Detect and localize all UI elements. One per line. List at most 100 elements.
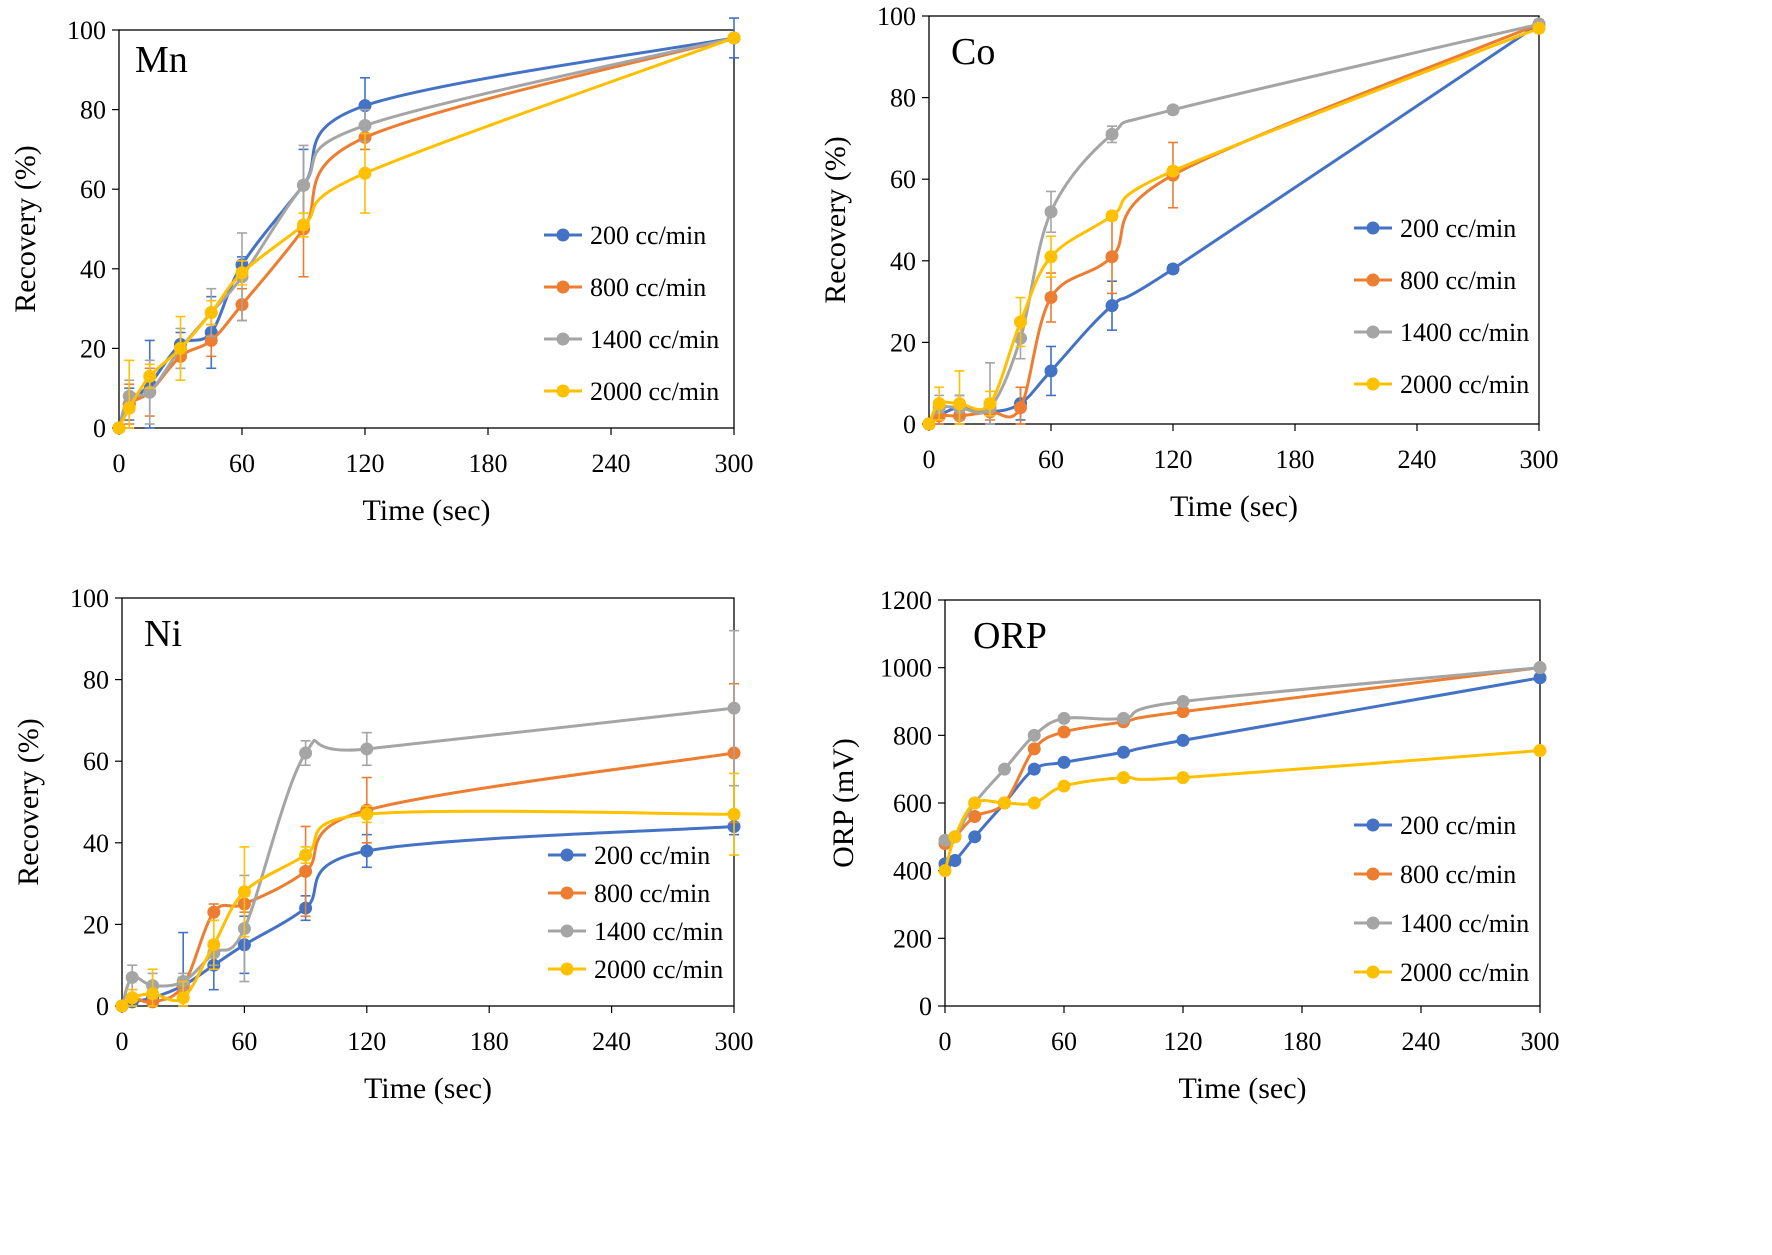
legend-marker	[556, 384, 570, 398]
data-point	[207, 905, 221, 919]
data-point	[360, 807, 374, 821]
data-point	[176, 991, 190, 1005]
data-point	[207, 938, 221, 952]
legend-label: 800 cc/min	[1400, 860, 1516, 889]
x-tick-label: 180	[469, 449, 508, 478]
data-point	[1057, 725, 1071, 739]
x-tick-label: 240	[1398, 445, 1437, 474]
x-tick-label: 240	[1402, 1027, 1441, 1056]
legend-entry: 200 cc/min	[1354, 214, 1516, 243]
x-tick-label: 0	[116, 1027, 129, 1056]
x-tick-label: 240	[592, 1027, 631, 1056]
data-point	[1533, 671, 1547, 685]
data-point	[968, 830, 982, 844]
x-tick-label: 180	[1276, 445, 1315, 474]
data-point	[1176, 695, 1190, 708]
data-point	[1117, 745, 1130, 759]
legend-marker	[1366, 916, 1380, 930]
data-point	[1176, 705, 1190, 719]
y-tick-label: 20	[890, 328, 916, 357]
data-point	[1044, 291, 1058, 305]
data-point	[358, 166, 372, 180]
data-point	[1176, 733, 1190, 747]
legend-label: 800 cc/min	[1400, 266, 1516, 295]
chart-panel-co: 0 60 120 180 240 300 0 20 40 60 80 100 Time (sec) Rec…	[819, 2, 1559, 523]
panel-title: Ni	[144, 613, 182, 655]
data-point	[968, 810, 982, 824]
x-tick-label: 60	[231, 1027, 257, 1056]
data-point	[360, 844, 374, 858]
data-point	[115, 999, 129, 1013]
x-tick-label: 240	[592, 449, 631, 478]
data-point	[1057, 779, 1071, 793]
legend-label: 800 cc/min	[590, 273, 706, 302]
data-point	[1044, 250, 1058, 264]
y-tick-label: 40	[890, 247, 916, 276]
legend-marker	[560, 962, 574, 976]
legend-label: 1400 cc/min	[1400, 318, 1529, 347]
data-point	[998, 762, 1011, 776]
legend-entry: 800 cc/min	[544, 273, 706, 302]
y-tick-label: 40	[80, 255, 106, 284]
data-point	[143, 369, 157, 383]
data-point	[112, 421, 126, 435]
legend-marker	[1366, 325, 1380, 339]
chart-panel-orp: 0 60 120 180 240 300 0 200 400 600 800 1000 1200 Time…	[827, 586, 1560, 1105]
data-point	[125, 970, 139, 984]
data-point	[953, 397, 966, 411]
data-point	[297, 178, 310, 192]
legend-marker	[1366, 867, 1380, 881]
data-point	[1044, 205, 1058, 219]
data-point	[1166, 164, 1180, 178]
data-point	[932, 397, 946, 411]
y-tick-label: 1000	[880, 654, 932, 683]
x-tick-label: 300	[1520, 445, 1559, 474]
legend-entry: 1400 cc/min	[1354, 909, 1529, 938]
data-point	[146, 987, 160, 1001]
legend-label: 2000 cc/min	[1400, 958, 1529, 987]
plot-area-frame	[928, 15, 1540, 425]
x-tick-label: 120	[347, 1027, 386, 1056]
y-tick-label: 600	[893, 789, 932, 818]
data-point	[1105, 127, 1119, 141]
x-tick-label: 60	[1051, 1027, 1077, 1056]
legend-entry: 800 cc/min	[548, 879, 710, 908]
x-tick-label: 300	[715, 449, 754, 478]
y-axis-label: Recovery (%)	[9, 145, 42, 312]
x-axis-label: Time (sec)	[362, 494, 490, 527]
y-tick-label: 800	[893, 721, 932, 750]
series-200-cc-min	[938, 671, 1547, 871]
y-tick-label: 0	[96, 992, 109, 1021]
data-point	[174, 341, 187, 355]
data-point	[1166, 262, 1180, 276]
legend-marker	[1366, 273, 1380, 287]
y-tick-label: 40	[83, 829, 109, 858]
legend-marker	[1366, 377, 1380, 391]
data-point	[938, 833, 952, 847]
series-2000-cc-min	[115, 772, 741, 1013]
legend-entry: 2000 cc/min	[544, 377, 719, 406]
legend-label: 200 cc/min	[1400, 811, 1516, 840]
data-point	[297, 218, 310, 232]
data-point	[1166, 103, 1180, 117]
legend-marker	[556, 228, 570, 242]
legend-label: 1400 cc/min	[1400, 909, 1529, 938]
legend-entry: 1400 cc/min	[1354, 318, 1529, 347]
panel-title: Mn	[135, 39, 188, 81]
series-2000-cc-min	[938, 744, 1547, 878]
legend-entry: 2000 cc/min	[548, 955, 723, 984]
legend-label: 200 cc/min	[594, 841, 710, 870]
x-tick-label: 60	[229, 449, 255, 478]
y-axis-label: Recovery (%)	[819, 136, 852, 303]
legend-label: 2000 cc/min	[590, 377, 719, 406]
series-line	[120, 751, 735, 1008]
y-axis-label: Recovery (%)	[12, 718, 45, 885]
series-2000-cc-min	[922, 21, 1546, 431]
data-point	[299, 864, 313, 878]
x-tick-label: 120	[1154, 445, 1193, 474]
data-point	[998, 796, 1011, 810]
data-point	[1057, 711, 1071, 725]
legend-marker	[560, 848, 574, 862]
legend-entry: 1400 cc/min	[548, 917, 723, 946]
